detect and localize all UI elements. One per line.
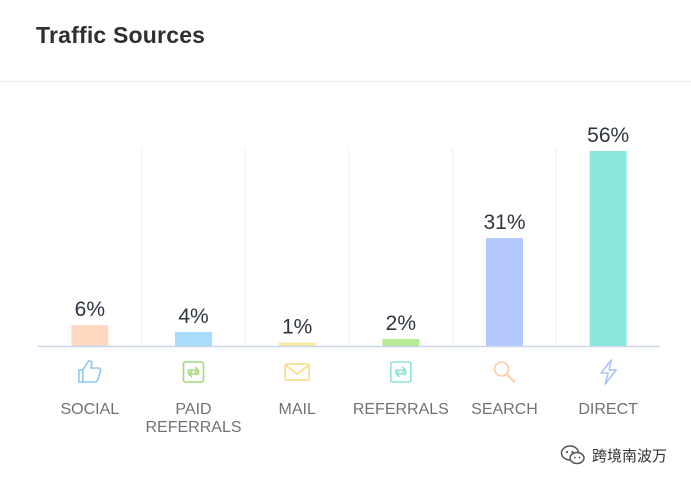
- category-label: REFERRALS: [145, 419, 241, 436]
- category-label: PAID: [175, 401, 211, 418]
- traffic-sources-chart: 6%SOCIAL4%PAIDREFERRALS1%MAIL2%REFERRALS…: [38, 124, 660, 436]
- bar-paid-referrals: [175, 332, 212, 346]
- category-label: SOCIAL: [60, 401, 119, 418]
- bar-mail: [278, 342, 316, 346]
- bar-direct: [589, 151, 627, 346]
- category-label: MAIL: [278, 401, 315, 418]
- watermark: 跨境南波万: [560, 444, 667, 466]
- value-label: 56%: [587, 124, 629, 147]
- card-header: Traffic Sources: [0, 0, 691, 82]
- bar-referrals: [382, 339, 420, 346]
- thumbs-up-icon: [78, 360, 102, 383]
- watermark-text: 跨境南波万: [591, 447, 667, 465]
- search-icon: [493, 361, 516, 383]
- mail-icon: [284, 363, 310, 381]
- value-label: 2%: [386, 312, 416, 335]
- value-label: 31%: [483, 211, 525, 234]
- card-title: Traffic Sources: [36, 22, 206, 48]
- category-label: SEARCH: [471, 401, 538, 418]
- bar-search: [486, 238, 523, 346]
- value-label: 4%: [178, 305, 208, 328]
- bar-social: [71, 325, 109, 346]
- value-label: 6%: [75, 298, 105, 321]
- lightning-icon: [600, 359, 617, 385]
- wechat-icon: [560, 445, 585, 465]
- repeat-icon: [182, 361, 205, 383]
- value-label: 1%: [282, 316, 312, 339]
- category-label: DIRECT: [578, 401, 638, 418]
- repeat-icon: [390, 361, 412, 383]
- category-label: REFERRALS: [353, 401, 449, 418]
